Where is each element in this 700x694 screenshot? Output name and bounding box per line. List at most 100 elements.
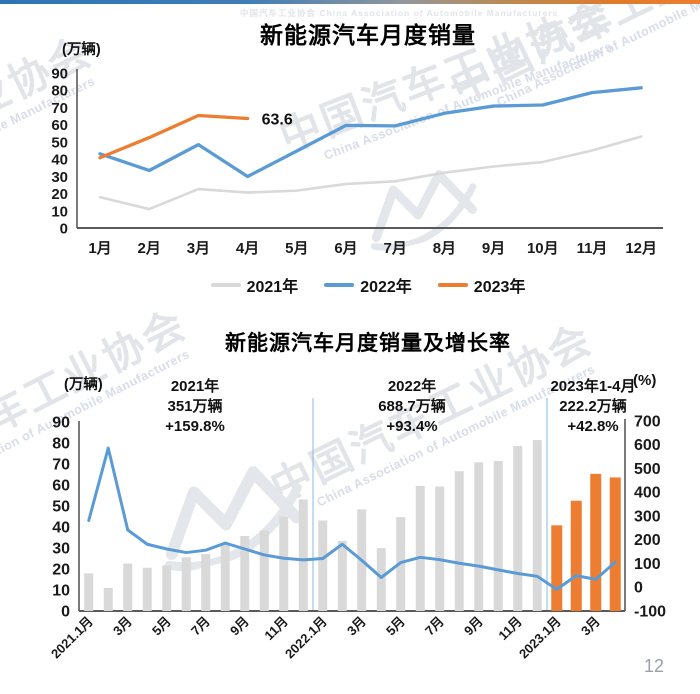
x-axis-tick-label: 11月	[261, 614, 291, 644]
sales-bar-2021	[240, 536, 250, 611]
legend-item-2023: 2023年	[437, 273, 526, 297]
annotation-line: 2023年1-4月	[550, 378, 636, 395]
annotation-line: +159.8%	[165, 418, 225, 435]
right-axis-tick-label: 500	[634, 461, 661, 478]
sales-line-2021年	[98, 135, 643, 211]
sales-bar-2021	[84, 573, 94, 611]
x-axis-tick-label: 5月	[285, 240, 308, 257]
sales-bar-2022	[376, 548, 386, 611]
sales-bar-2022	[493, 461, 503, 611]
legend-label-2022: 2022年	[360, 279, 412, 296]
sales-line-2023年	[98, 113, 250, 160]
sales-bar-2021	[103, 587, 113, 611]
left-axis-tick-label: 20	[52, 562, 70, 579]
annotation-line: 688.7万辆	[378, 398, 446, 415]
page-number: 12	[644, 656, 665, 676]
y-axis-tick-label: 60	[51, 117, 68, 134]
legend-item-2021: 2021年	[210, 273, 299, 297]
x-axis-tick-label: 2021.1月	[48, 614, 96, 662]
right-axis-tick-label: 300	[634, 508, 661, 525]
sales-bar-2022	[474, 462, 484, 611]
right-axis-tick-label: 200	[634, 532, 661, 549]
sales-bar-2022	[318, 520, 328, 611]
left-axis-tick-label: 40	[52, 520, 70, 537]
y-axis-tick-label: 70	[51, 100, 68, 117]
x-axis-tick-label: 6月	[334, 240, 357, 257]
right-axis-tick-label: 100	[634, 556, 661, 573]
x-axis-tick-label: 2月	[138, 240, 161, 257]
x-axis-tick-label: 11月	[495, 614, 525, 644]
sales-line-2022年	[98, 86, 643, 179]
y-axis-tick-label: 10	[51, 203, 68, 220]
left-axis-tick-label: 80	[52, 436, 70, 453]
sales-bar-2021	[259, 530, 269, 611]
x-axis-tick-label: 11月	[577, 240, 608, 257]
x-axis-tick-label: 3月	[110, 614, 135, 639]
left-axis-tick-label: 90	[52, 415, 70, 432]
annotation-2022-total: 2022年 688.7万辆 +93.4%	[327, 377, 497, 437]
sales-bar-2022	[532, 440, 542, 611]
x-axis-tick-label: 3月	[344, 614, 369, 639]
legend-item-2022: 2022年	[324, 273, 412, 297]
sales-bar-2023	[590, 473, 602, 611]
x-axis-tick-label: 12月	[625, 240, 657, 257]
top-watermark-strip: 中国汽车工业协会 China Association of Automobile…	[240, 7, 558, 19]
left-axis-tick-label: 0	[61, 604, 70, 621]
y-axis-unit-label: (万辆)	[62, 42, 101, 58]
x-axis-tick-label: 1月	[88, 240, 111, 257]
page-title-monthly-sales: 新能源汽车月度销量	[260, 22, 476, 48]
x-axis-tick-label: 9月	[461, 614, 486, 639]
x-axis-tick-label: 3月	[578, 614, 603, 639]
right-axis-unit-label: (%)	[633, 372, 657, 389]
annotation-line: 222.2万辆	[559, 398, 627, 415]
sales-bar-2021	[181, 557, 191, 611]
legend: 2021年 2022年 2023年	[36, 273, 700, 297]
x-axis-tick-label: 7月	[384, 240, 407, 257]
x-axis-tick-label: 9月	[482, 240, 505, 257]
sales-bar-2021	[298, 499, 308, 611]
annotation-line: 351万辆	[167, 398, 223, 415]
sales-bar-2021	[123, 563, 133, 611]
legend-label-2023: 2023年	[473, 279, 526, 296]
left-axis-tick-label: 50	[52, 499, 70, 516]
legend-label-2021: 2021年	[246, 279, 299, 296]
annotation-line: 2021年	[170, 378, 220, 395]
right-axis-tick-label: 400	[634, 485, 661, 502]
x-axis-tick-label: 3月	[187, 240, 210, 257]
x-axis-tick-label: 7月	[422, 614, 447, 639]
y-axis-tick-label: 90	[51, 66, 68, 83]
sales-bar-2022	[454, 471, 464, 611]
sales-bar-2023	[609, 477, 621, 611]
x-axis-tick-label: 9月	[227, 614, 252, 639]
annotation-line: +42.8%	[567, 418, 619, 435]
sales-bar-2022	[435, 486, 445, 611]
right-axis-tick-label: -100	[634, 603, 666, 620]
data-point-label: 63.6	[262, 111, 293, 128]
accent-gradient-bar	[0, 0, 700, 4]
right-axis-tick-label: 600	[634, 437, 661, 454]
sales-bar-2022	[337, 540, 347, 611]
sales-bar-2022	[513, 445, 523, 611]
sales-bar-2021	[162, 565, 172, 611]
sales-bar-2021	[220, 543, 230, 611]
page-title-sales-growth: 新能源汽车月度销量及增长率	[225, 332, 511, 355]
right-axis-tick-label: 0	[634, 580, 643, 597]
sales-bar-2023	[570, 500, 582, 611]
annotation-line: +93.4%	[386, 418, 438, 435]
y-axis-tick-label: 40	[51, 152, 68, 169]
sales-bar-2022	[415, 485, 425, 611]
y-axis-tick-label: 0	[60, 221, 68, 238]
left-axis-tick-label: 70	[52, 457, 70, 474]
sales-bar-2021	[279, 516, 289, 611]
legend-swatch-2021	[210, 283, 241, 287]
x-axis-tick-label: 4月	[236, 240, 259, 257]
watermark-cn-text: 中国汽车工业协会	[240, 8, 317, 18]
legend-swatch-2022	[324, 283, 355, 287]
x-axis-tick-label: 8月	[433, 240, 456, 257]
x-axis-tick-label: 2022.1月	[282, 614, 330, 662]
x-axis-tick-label: 5月	[149, 614, 174, 639]
y-axis-tick-label: 80	[51, 83, 68, 100]
left-axis-tick-label: 10	[52, 583, 70, 600]
x-axis-tick-label: 10月	[527, 240, 559, 257]
